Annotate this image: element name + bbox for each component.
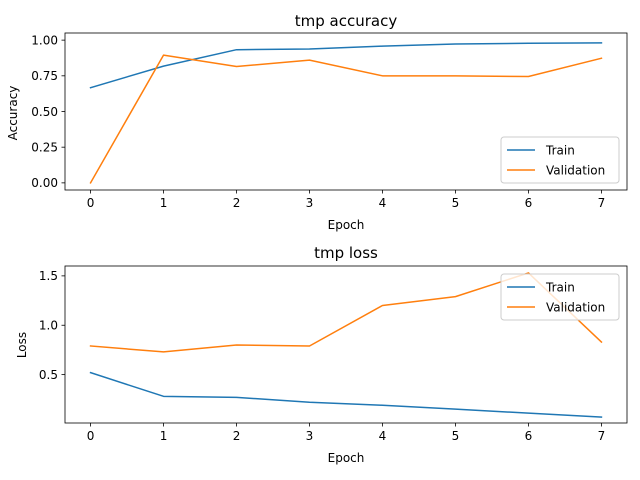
- accuracy-axes-frame: [64, 32, 628, 191]
- accuracy-y-tick-label: 0.25: [31, 140, 58, 154]
- loss-legend-box: [500, 273, 620, 321]
- loss-legend-label-train: Train: [545, 280, 575, 294]
- loss-x-axis-label: Epoch: [328, 451, 365, 465]
- loss-x-tick-label: 0: [87, 429, 95, 443]
- accuracy-x-tick-label: 3: [306, 196, 314, 210]
- accuracy-legend: Train Validation: [500, 136, 620, 184]
- loss-x-tick-label: 2: [233, 429, 241, 443]
- accuracy-legend-label-train: Train: [545, 143, 575, 157]
- accuracy-plot-area: 0 1 2 3 4 5 6 7 0.00 0.25 0.50 0.75 1.00 Train Validat…: [31, 32, 628, 210]
- loss-subplot: tmp loss Loss Epoch 0 1 2 3 4 5 6 7 0.5 1.0 1.5 Tra…: [15, 244, 628, 465]
- loss-x-tick-label: 3: [306, 429, 314, 443]
- accuracy-legend-label-validation: Validation: [546, 163, 605, 177]
- accuracy-y-tick-label: 0.50: [31, 105, 58, 119]
- accuracy-x-tick-label: 0: [87, 196, 95, 210]
- loss-y-axis-label: Loss: [15, 332, 29, 358]
- accuracy-x-tick-label: 2: [233, 196, 241, 210]
- loss-x-tick-label: 6: [525, 429, 533, 443]
- accuracy-y-tick-label: 0.00: [31, 176, 58, 190]
- accuracy-x-tick-label: 7: [598, 196, 606, 210]
- loss-y-tick-label: 1.5: [39, 269, 58, 283]
- loss-plot-area: 0 1 2 3 4 5 6 7 0.5 1.0 1.5 Train Validation: [39, 265, 628, 443]
- accuracy-subplot: tmp accuracy Accuracy Epoch 0 1 2 3 4 5 6 7 0.00…: [6, 12, 628, 232]
- loss-y-tick-label: 0.5: [39, 368, 58, 382]
- loss-x-tick-label: 4: [379, 429, 387, 443]
- accuracy-x-tick-label: 1: [160, 196, 168, 210]
- loss-legend: Train Validation: [500, 273, 620, 321]
- accuracy-x-tick-label: 4: [379, 196, 387, 210]
- accuracy-y-axis-label: Accuracy: [6, 86, 20, 141]
- loss-series-line-train: [89, 371, 603, 418]
- loss-legend-label-validation: Validation: [546, 300, 605, 314]
- loss-x-tick-label: 1: [160, 429, 168, 443]
- accuracy-legend-box: [500, 136, 620, 184]
- accuracy-series-line-train: [89, 42, 603, 89]
- accuracy-y-tick-label: 1.00: [31, 33, 58, 47]
- loss-x-tick-label: 7: [598, 429, 606, 443]
- loss-axes-frame: [64, 265, 628, 424]
- accuracy-y-tick-label: 0.75: [31, 69, 58, 83]
- accuracy-x-tick-label: 5: [452, 196, 460, 210]
- accuracy-series-line-validation: [89, 54, 603, 184]
- loss-y-tick-label: 1.0: [39, 319, 58, 333]
- accuracy-x-axis-label: Epoch: [328, 218, 365, 232]
- loss-x-tick-label: 5: [452, 429, 460, 443]
- loss-chart-title: tmp loss: [314, 244, 378, 262]
- accuracy-chart-title: tmp accuracy: [295, 12, 398, 30]
- accuracy-x-tick-label: 6: [525, 196, 533, 210]
